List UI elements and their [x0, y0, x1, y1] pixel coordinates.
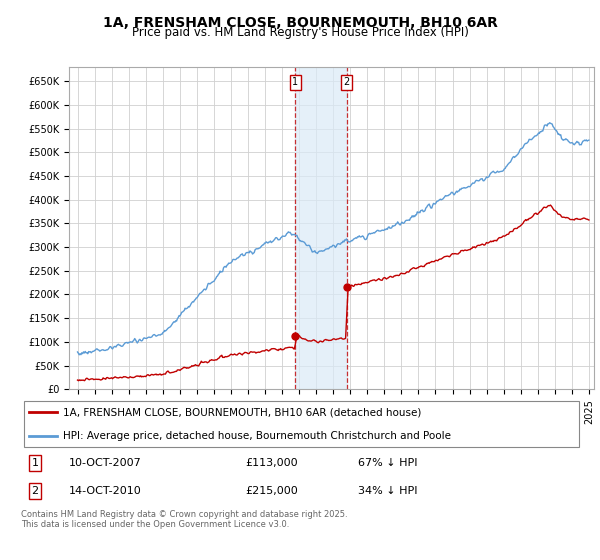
- Text: 34% ↓ HPI: 34% ↓ HPI: [358, 486, 417, 496]
- Text: 1: 1: [292, 77, 298, 87]
- Text: 2: 2: [31, 486, 38, 496]
- Text: 67% ↓ HPI: 67% ↓ HPI: [358, 458, 417, 468]
- Text: 1A, FRENSHAM CLOSE, BOURNEMOUTH, BH10 6AR (detached house): 1A, FRENSHAM CLOSE, BOURNEMOUTH, BH10 6A…: [63, 407, 421, 417]
- Text: 1: 1: [32, 458, 38, 468]
- Text: Price paid vs. HM Land Registry's House Price Index (HPI): Price paid vs. HM Land Registry's House …: [131, 26, 469, 39]
- Text: 14-OCT-2010: 14-OCT-2010: [68, 486, 142, 496]
- Text: £113,000: £113,000: [245, 458, 298, 468]
- Text: HPI: Average price, detached house, Bournemouth Christchurch and Poole: HPI: Average price, detached house, Bour…: [63, 431, 451, 441]
- FancyBboxPatch shape: [24, 402, 579, 447]
- Bar: [295, 67, 347, 389]
- Text: 2: 2: [344, 77, 350, 87]
- Text: 1A, FRENSHAM CLOSE, BOURNEMOUTH, BH10 6AR: 1A, FRENSHAM CLOSE, BOURNEMOUTH, BH10 6A…: [103, 16, 497, 30]
- Text: £215,000: £215,000: [245, 486, 298, 496]
- Text: 10-OCT-2007: 10-OCT-2007: [68, 458, 142, 468]
- Text: Contains HM Land Registry data © Crown copyright and database right 2025.
This d: Contains HM Land Registry data © Crown c…: [21, 510, 347, 529]
